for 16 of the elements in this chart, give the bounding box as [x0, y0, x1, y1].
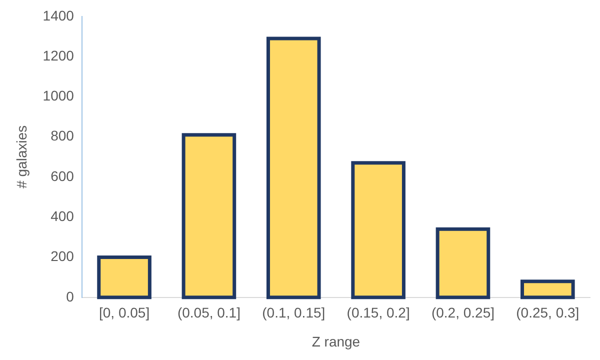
y-tick-label: 1000: [42, 88, 74, 104]
y-tick-label: 600: [50, 168, 74, 184]
x-tick-label: [0, 0.05]: [98, 304, 150, 321]
y-tick-label: 200: [50, 248, 74, 264]
y-tick-label: 800: [50, 128, 74, 144]
x-tick-label: (0.25, 0.3]: [516, 304, 580, 321]
y-tick-label: 0: [66, 288, 74, 304]
x-tick-label: (0.15, 0.2]: [346, 304, 410, 321]
x-tick-label: (0.1, 0.15]: [262, 304, 326, 321]
y-tick-label: 1200: [42, 47, 74, 64]
y-tick-label: 1400: [42, 7, 74, 24]
x-axis-title: Z range: [312, 333, 360, 350]
y-axis-title: # galaxies: [13, 125, 30, 188]
y-tick-label: 400: [50, 208, 74, 224]
x-tick-label: (0.2, 0.25]: [431, 304, 495, 321]
x-tick-label: (0.05, 0.1]: [177, 304, 240, 321]
